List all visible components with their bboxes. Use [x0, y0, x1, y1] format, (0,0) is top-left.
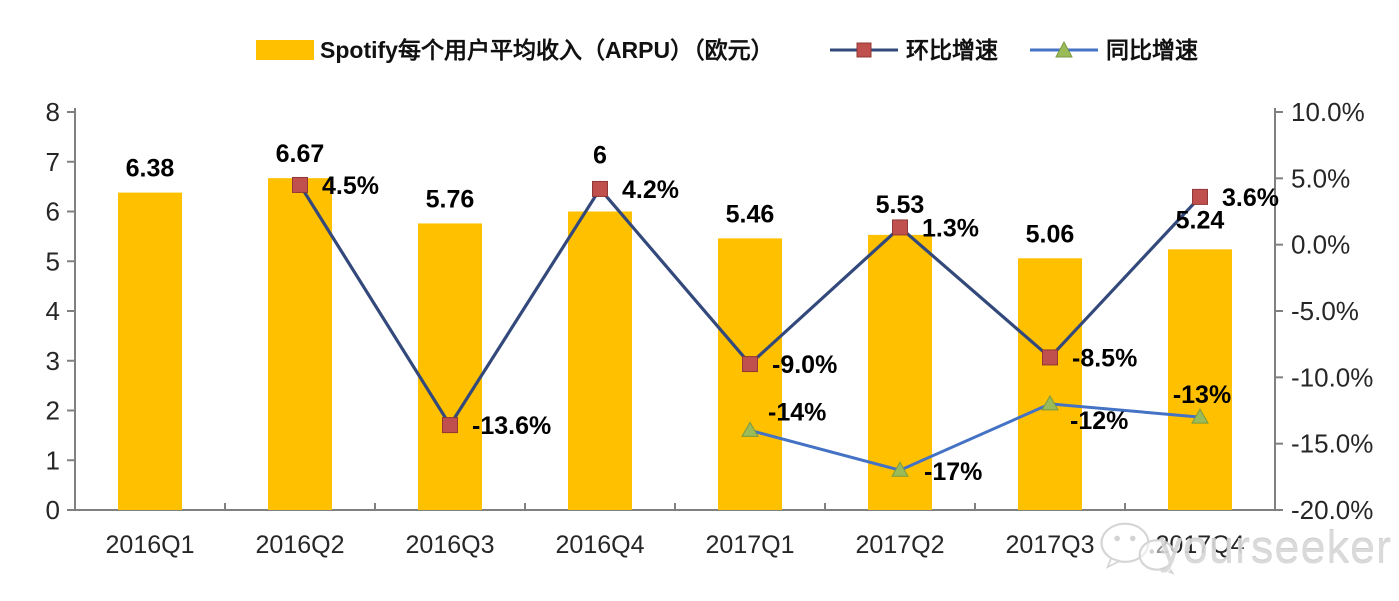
qoq-value-label: 4.2% — [622, 176, 679, 204]
chart-legend: Spotify每个用户平均收入（ARPU）（欧元） 环比增速 同比增速 — [0, 36, 1399, 68]
left-axis-tick-label: 5 — [46, 246, 60, 276]
x-axis-label: 2017Q1 — [706, 531, 795, 559]
arpu-bar — [1168, 249, 1232, 510]
bar-value-label: 6.38 — [126, 155, 175, 183]
arpu-bar — [418, 223, 482, 510]
left-axis-tick-label: 3 — [46, 346, 60, 376]
legend-arpu-label: Spotify每个用户平均收入（ARPU）（欧元） — [320, 37, 774, 63]
right-axis-tick-label: 0.0% — [1291, 230, 1350, 260]
left-axis-tick-label: 1 — [46, 445, 60, 475]
right-axis-tick-label: -15.0% — [1291, 429, 1373, 459]
left-axis-tick-label: 2 — [46, 396, 60, 426]
yoy-value-label: -14% — [768, 398, 826, 426]
qoq-line-marker-icon — [830, 42, 898, 58]
arpu-bar-swatch-icon — [256, 40, 314, 60]
legend-item-yoy: 同比增速 — [1030, 36, 1198, 64]
x-axis-label: 2017Q4 — [1156, 531, 1245, 559]
qoq-marker — [442, 417, 458, 434]
yoy-line-marker-icon — [1030, 40, 1098, 58]
bar-value-label: 5.06 — [1026, 220, 1075, 248]
bar-value-label: 6 — [593, 142, 607, 170]
left-axis-tick-label: 7 — [46, 147, 60, 177]
x-axis-label: 2017Q2 — [856, 531, 945, 559]
yoy-value-label: -12% — [1070, 407, 1128, 435]
bar-value-label: 5.76 — [426, 185, 475, 213]
x-axis-label: 2016Q4 — [556, 531, 645, 559]
qoq-marker — [742, 356, 758, 373]
x-axis-label: 2016Q1 — [106, 531, 195, 559]
qoq-value-label: 3.6% — [1222, 184, 1279, 212]
qoq-value-label: 1.3% — [922, 214, 979, 242]
legend-qoq-label: 环比增速 — [906, 37, 998, 63]
left-axis-tick-label: 4 — [46, 296, 60, 326]
arpu-bar — [718, 238, 782, 511]
yoy-marker — [1191, 408, 1209, 424]
left-axis-tick-label: 8 — [46, 97, 60, 127]
bar-value-label: 5.46 — [726, 200, 775, 228]
yoy-value-label: -17% — [924, 458, 982, 486]
legend-yoy-label: 同比增速 — [1106, 37, 1198, 63]
qoq-value-label: -13.6% — [472, 412, 551, 440]
yoy-value-label: -13% — [1173, 381, 1231, 409]
right-axis-tick-label: 10.0% — [1291, 97, 1365, 127]
right-axis-tick-label: -20.0% — [1291, 495, 1373, 525]
right-axis-tick-label: -10.0% — [1291, 362, 1373, 392]
qoq-marker — [592, 180, 608, 197]
arpu-bar — [268, 178, 332, 511]
x-axis-label: 2017Q3 — [1006, 531, 1095, 559]
qoq-marker — [892, 219, 908, 236]
yoy-marker — [891, 461, 909, 477]
arpu-bar — [568, 211, 632, 510]
qoq-marker — [1042, 349, 1058, 366]
qoq-value-label: -9.0% — [772, 351, 837, 379]
arpu-bar — [1018, 258, 1082, 510]
left-axis-tick-label: 6 — [46, 197, 60, 227]
right-axis-tick-label: -5.0% — [1291, 296, 1359, 326]
bar-value-label: 6.67 — [276, 140, 325, 168]
arpu-bar — [118, 192, 182, 510]
qoq-marker — [1192, 188, 1208, 205]
x-axis-label: 2016Q3 — [406, 531, 495, 559]
yoy-marker — [1041, 394, 1059, 411]
yoy-marker — [741, 421, 759, 437]
qoq-marker — [292, 176, 308, 193]
x-axis-label: 2016Q2 — [256, 531, 345, 559]
bar-value-label: 5.24 — [1176, 206, 1225, 234]
qoq-value-label: 4.5% — [322, 172, 379, 200]
legend-item-arpu: Spotify每个用户平均收入（ARPU）（欧元） — [256, 36, 774, 64]
bar-value-label: 5.53 — [876, 191, 925, 219]
legend-item-qoq: 环比增速 — [830, 36, 998, 64]
qoq-value-label: -8.5% — [1072, 344, 1137, 372]
right-axis-tick-label: 5.0% — [1291, 163, 1350, 193]
left-axis-tick-label: 0 — [46, 495, 60, 525]
yoy-line — [749, 402, 1201, 472]
